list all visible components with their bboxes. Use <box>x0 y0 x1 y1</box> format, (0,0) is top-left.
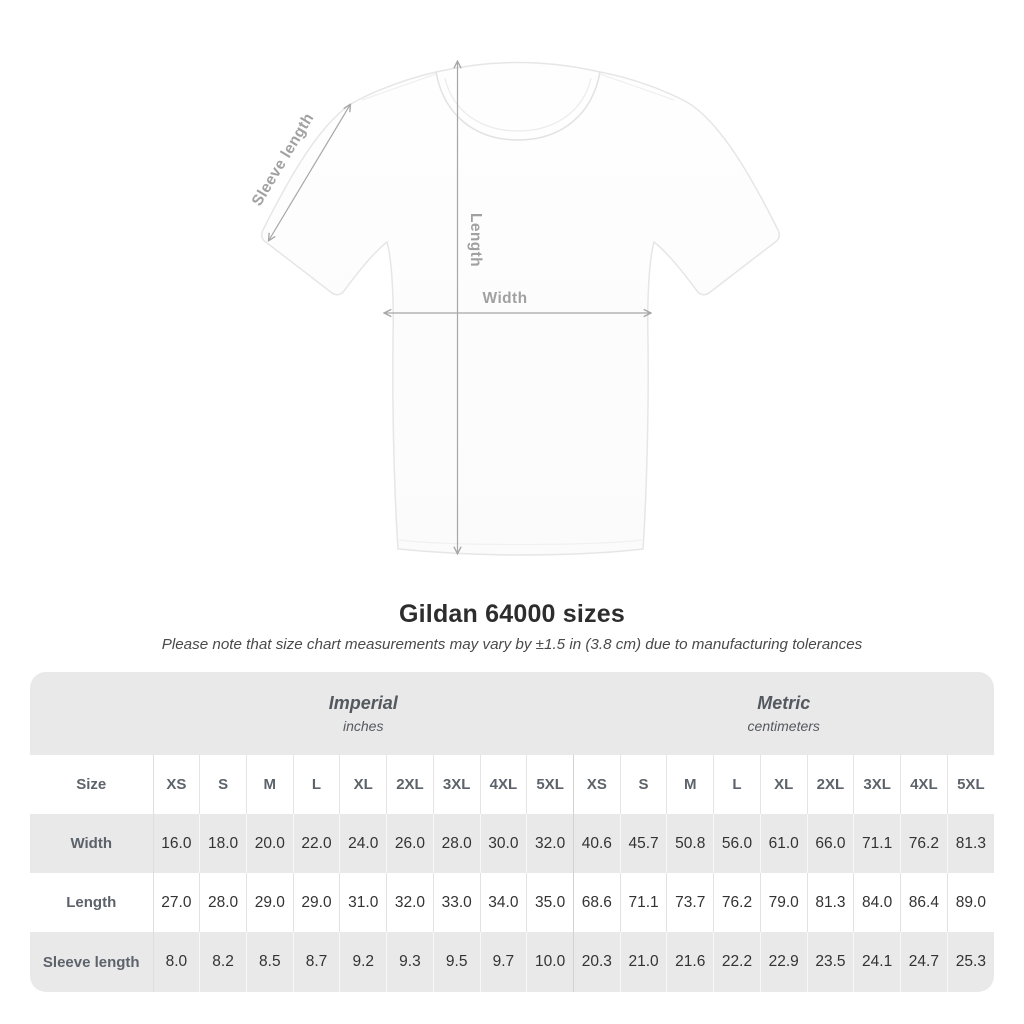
sleeve-length-row-label: Sleeve length <box>42 953 140 971</box>
cell-width-metric-l: 56.0 <box>713 814 761 873</box>
cell-length-metric-4xl: 86.4 <box>900 873 948 932</box>
cell-length-imperial-xs: 27.0 <box>152 873 200 932</box>
size-header-metric-xs: XS <box>572 755 621 814</box>
cell-sleeve-length-metric-5xl: 25.3 <box>946 932 994 992</box>
cell-length-imperial-s: 28.0 <box>199 873 247 932</box>
size-header-imperial-l: L <box>292 755 340 814</box>
cell-sleeve-length-imperial-2xl: 9.3 <box>386 932 434 992</box>
cell-sleeve-length-metric-s: 21.0 <box>619 932 667 992</box>
cell-sleeve-length-metric-3xl: 24.1 <box>853 932 901 992</box>
length-row-label: Length <box>66 894 117 911</box>
cell-length-metric-m: 73.7 <box>666 873 714 932</box>
cell-width-imperial-xs: 16.0 <box>152 814 200 873</box>
width-row: Width 16.0 18.0 20.0 22.0 24.0 26.0 28.0 30.0 32… <box>30 814 994 873</box>
unit-band-metric: Metric centimeters <box>573 672 994 755</box>
size-header-row: Size XS S M L XL 2XL 3XL 4XL 5XL XS S M L XL 2XL 3XL 4XL… <box>30 755 994 814</box>
width-label: Width <box>483 290 528 307</box>
size-header-metric-l: L <box>713 755 761 814</box>
size-header-imperial-xs: XS <box>152 755 200 814</box>
size-header-metric-m: M <box>666 755 714 814</box>
tshirt-measurement-diagram: Sleeve length Length Width <box>249 0 781 556</box>
cell-length-metric-l: 76.2 <box>713 873 761 932</box>
cell-width-imperial-xl: 24.0 <box>339 814 387 873</box>
size-header-metric-4xl: 4XL <box>900 755 948 814</box>
size-header-metric-5xl: 5XL <box>946 755 994 814</box>
tshirt-outline <box>260 61 781 556</box>
metric-label: Metric <box>757 693 811 714</box>
cell-width-imperial-2xl: 26.0 <box>386 814 434 873</box>
cell-width-imperial-4xl: 30.0 <box>479 814 527 873</box>
unit-band-imperial: Imperial inches <box>153 672 573 755</box>
cell-length-metric-3xl: 84.0 <box>853 873 901 932</box>
cell-length-imperial-xl: 31.0 <box>339 873 387 932</box>
cell-width-metric-5xl: 81.3 <box>946 814 994 873</box>
cell-sleeve-length-metric-xs: 20.3 <box>572 932 621 992</box>
unit-band-row: Imperial inches Metric centimeters <box>30 672 994 755</box>
cell-width-imperial-s: 18.0 <box>199 814 247 873</box>
size-header-imperial-m: M <box>245 755 294 814</box>
size-header-imperial-3xl: 3XL <box>432 755 481 814</box>
width-row-label: Width <box>70 835 112 852</box>
imperial-sublabel: inches <box>343 717 384 734</box>
size-column-header: Size <box>76 776 107 793</box>
cell-width-imperial-m: 20.0 <box>245 814 294 873</box>
length-label: Length <box>467 213 484 267</box>
page-subtitle: Please note that size chart measurements… <box>161 636 863 653</box>
imperial-label: Imperial <box>328 693 398 714</box>
cell-width-metric-3xl: 71.1 <box>853 814 901 873</box>
cell-length-imperial-l: 29.0 <box>292 873 340 932</box>
cell-sleeve-length-imperial-l: 8.7 <box>292 932 340 992</box>
cell-sleeve-length-metric-xl: 22.9 <box>759 932 808 992</box>
size-header-imperial-5xl: 5XL <box>526 755 574 814</box>
cell-width-metric-4xl: 76.2 <box>900 814 948 873</box>
tshirt-hem-seam <box>398 539 643 546</box>
sleeve-length-row: Sleeve length 8.0 8.2 8.5 8.7 9.2 9.3 9.5 9.7 10… <box>30 932 994 992</box>
cell-length-imperial-2xl: 32.0 <box>386 873 434 932</box>
sleeve-length-arrow <box>269 105 350 240</box>
cell-width-metric-s: 45.7 <box>619 814 667 873</box>
tshirt-shoulder-seams <box>361 73 675 101</box>
cell-sleeve-length-imperial-5xl: 10.0 <box>526 932 574 992</box>
cell-length-imperial-5xl: 35.0 <box>526 873 574 932</box>
cell-width-metric-xl: 61.0 <box>759 814 808 873</box>
size-header-imperial-4xl: 4XL <box>479 755 527 814</box>
cell-length-metric-2xl: 81.3 <box>806 873 854 932</box>
cell-sleeve-length-metric-l: 22.2 <box>713 932 761 992</box>
cell-sleeve-length-imperial-3xl: 9.5 <box>432 932 481 992</box>
cell-length-imperial-3xl: 33.0 <box>432 873 481 932</box>
cell-length-metric-5xl: 89.0 <box>946 873 994 932</box>
metric-sublabel: centimeters <box>747 717 820 734</box>
size-header-imperial-xl: XL <box>339 755 387 814</box>
length-row: Length 27.0 28.0 29.0 29.0 31.0 32.0 33.0 34.0 3… <box>30 873 994 932</box>
size-header-metric-s: S <box>619 755 667 814</box>
size-header-imperial-s: S <box>199 755 247 814</box>
cell-sleeve-length-imperial-m: 8.5 <box>245 932 294 992</box>
cell-sleeve-length-metric-m: 21.6 <box>666 932 714 992</box>
cell-sleeve-length-metric-4xl: 24.7 <box>900 932 948 992</box>
cell-length-imperial-4xl: 34.0 <box>479 873 527 932</box>
cell-sleeve-length-imperial-xs: 8.0 <box>152 932 200 992</box>
cell-length-metric-s: 71.1 <box>619 873 667 932</box>
size-header-metric-xl: XL <box>759 755 808 814</box>
tshirt-neckline <box>435 71 601 141</box>
cell-width-imperial-5xl: 32.0 <box>526 814 574 873</box>
unit-band-spacer <box>30 672 153 755</box>
cell-width-metric-m: 50.8 <box>666 814 714 873</box>
size-header-metric-3xl: 3XL <box>853 755 901 814</box>
cell-width-metric-2xl: 66.0 <box>806 814 854 873</box>
cell-sleeve-length-imperial-s: 8.2 <box>199 932 247 992</box>
cell-sleeve-length-imperial-4xl: 9.7 <box>479 932 527 992</box>
size-header-imperial-2xl: 2XL <box>386 755 434 814</box>
cell-sleeve-length-imperial-xl: 9.2 <box>339 932 387 992</box>
cell-width-imperial-3xl: 28.0 <box>432 814 481 873</box>
cell-width-imperial-l: 22.0 <box>292 814 340 873</box>
cell-length-metric-xs: 68.6 <box>572 873 621 932</box>
page-title: Gildan 64000 sizes <box>399 600 625 628</box>
cell-length-metric-xl: 79.0 <box>759 873 808 932</box>
size-chart-table: Imperial inches Metric centimeters Size … <box>30 672 994 992</box>
size-header-metric-2xl: 2XL <box>806 755 854 814</box>
cell-width-metric-xs: 40.6 <box>572 814 621 873</box>
cell-sleeve-length-metric-2xl: 23.5 <box>806 932 854 992</box>
cell-length-imperial-m: 29.0 <box>245 873 294 932</box>
